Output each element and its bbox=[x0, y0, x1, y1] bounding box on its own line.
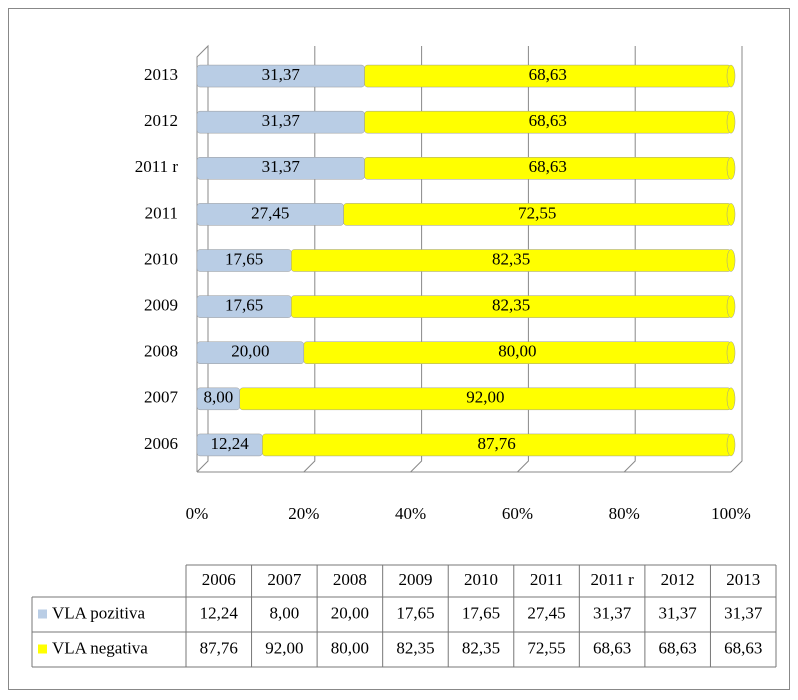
bar-cap bbox=[726, 433, 736, 457]
table-header: 2011 r bbox=[590, 570, 634, 589]
table-cell: 31,37 bbox=[659, 603, 698, 622]
table-cell: 92,00 bbox=[265, 638, 303, 657]
x-tick-label: 20% bbox=[288, 504, 319, 523]
table-cell: 27,45 bbox=[527, 603, 565, 622]
legend-swatch bbox=[38, 609, 47, 619]
bar-value-label: 17,65 bbox=[225, 249, 263, 268]
bar-value-label: 31,37 bbox=[262, 65, 301, 84]
table-header: 2011 bbox=[530, 570, 563, 589]
y-tick-label: 2011 bbox=[145, 203, 178, 222]
bar-cap bbox=[726, 110, 736, 134]
y-tick-label: 2008 bbox=[144, 342, 178, 361]
table-cell: 82,35 bbox=[462, 638, 500, 657]
table-header: 2010 bbox=[464, 570, 498, 589]
table-cell: 20,00 bbox=[331, 603, 369, 622]
bar-value-label: 17,65 bbox=[225, 296, 263, 315]
bar-cap bbox=[726, 341, 736, 364]
bar-value-label: 68,63 bbox=[529, 157, 567, 176]
bar-value-label: 8,00 bbox=[203, 388, 233, 407]
x-tick-label: 0% bbox=[186, 504, 209, 523]
x-tick-label: 40% bbox=[395, 504, 426, 523]
table-cell: 12,24 bbox=[200, 603, 239, 622]
table-header: 2013 bbox=[726, 570, 760, 589]
table-header: 2006 bbox=[202, 570, 236, 589]
table-cell: 68,63 bbox=[593, 638, 631, 657]
bar-value-label: 31,37 bbox=[262, 157, 301, 176]
legend-swatch bbox=[38, 644, 47, 654]
y-tick-label: 2013 bbox=[144, 65, 178, 84]
y-tick-label: 2010 bbox=[144, 249, 178, 268]
bar-cap bbox=[726, 203, 736, 226]
bar-cap bbox=[726, 157, 736, 180]
bar-value-label: 12,24 bbox=[211, 434, 250, 453]
grid-line bbox=[517, 46, 529, 473]
grid-line bbox=[623, 46, 636, 473]
grid-line bbox=[303, 46, 316, 473]
table-cell: 68,63 bbox=[724, 638, 762, 657]
bar-value-label: 72,55 bbox=[518, 203, 556, 222]
y-tick-label: 2011 r bbox=[135, 157, 179, 176]
bar-value-label: 80,00 bbox=[498, 342, 536, 361]
table-header: 2012 bbox=[661, 570, 695, 589]
table-header: 2009 bbox=[398, 570, 432, 589]
x-tick-label: 80% bbox=[609, 504, 640, 523]
table-cell: 31,37 bbox=[593, 603, 632, 622]
bar-value-label: 82,35 bbox=[492, 296, 530, 315]
y-tick-label: 2009 bbox=[144, 296, 178, 315]
legend-label: VLA pozitiva bbox=[52, 603, 145, 622]
grid-line bbox=[410, 46, 423, 473]
table-cell: 17,65 bbox=[462, 603, 500, 622]
bar-cap bbox=[726, 295, 736, 318]
y-tick-label: 2006 bbox=[144, 434, 178, 453]
legend-label: VLA negativa bbox=[52, 638, 148, 657]
table-cell: 80,00 bbox=[331, 638, 369, 657]
x-tick-label: 100% bbox=[711, 504, 751, 523]
table-cell: 17,65 bbox=[396, 603, 434, 622]
bar-cap bbox=[726, 64, 736, 88]
table-cell: 82,35 bbox=[396, 638, 434, 657]
table-cell: 8,00 bbox=[269, 603, 299, 622]
grid-line bbox=[730, 46, 743, 473]
bar-value-label: 82,35 bbox=[492, 249, 530, 268]
bar-value-label: 68,63 bbox=[529, 111, 567, 130]
grid-line bbox=[196, 46, 209, 473]
table-cell: 68,63 bbox=[659, 638, 697, 657]
y-tick-label: 2012 bbox=[144, 111, 178, 130]
table-header: 2008 bbox=[333, 570, 367, 589]
bar-value-label: 20,00 bbox=[231, 342, 269, 361]
x-tick-label: 60% bbox=[502, 504, 533, 523]
bar-value-label: 31,37 bbox=[262, 111, 301, 130]
bar-cap bbox=[726, 387, 736, 411]
table-cell: 31,37 bbox=[724, 603, 763, 622]
bar-value-label: 27,45 bbox=[251, 203, 289, 222]
bar-value-label: 92,00 bbox=[466, 388, 504, 407]
bar-value-label: 87,76 bbox=[478, 434, 516, 453]
table-cell: 87,76 bbox=[200, 638, 238, 657]
bar-value-label: 68,63 bbox=[529, 65, 567, 84]
bar-cap bbox=[726, 249, 736, 272]
table-cell: 72,55 bbox=[527, 638, 565, 657]
table-header: 2007 bbox=[267, 570, 302, 589]
y-tick-label: 2007 bbox=[144, 388, 179, 407]
